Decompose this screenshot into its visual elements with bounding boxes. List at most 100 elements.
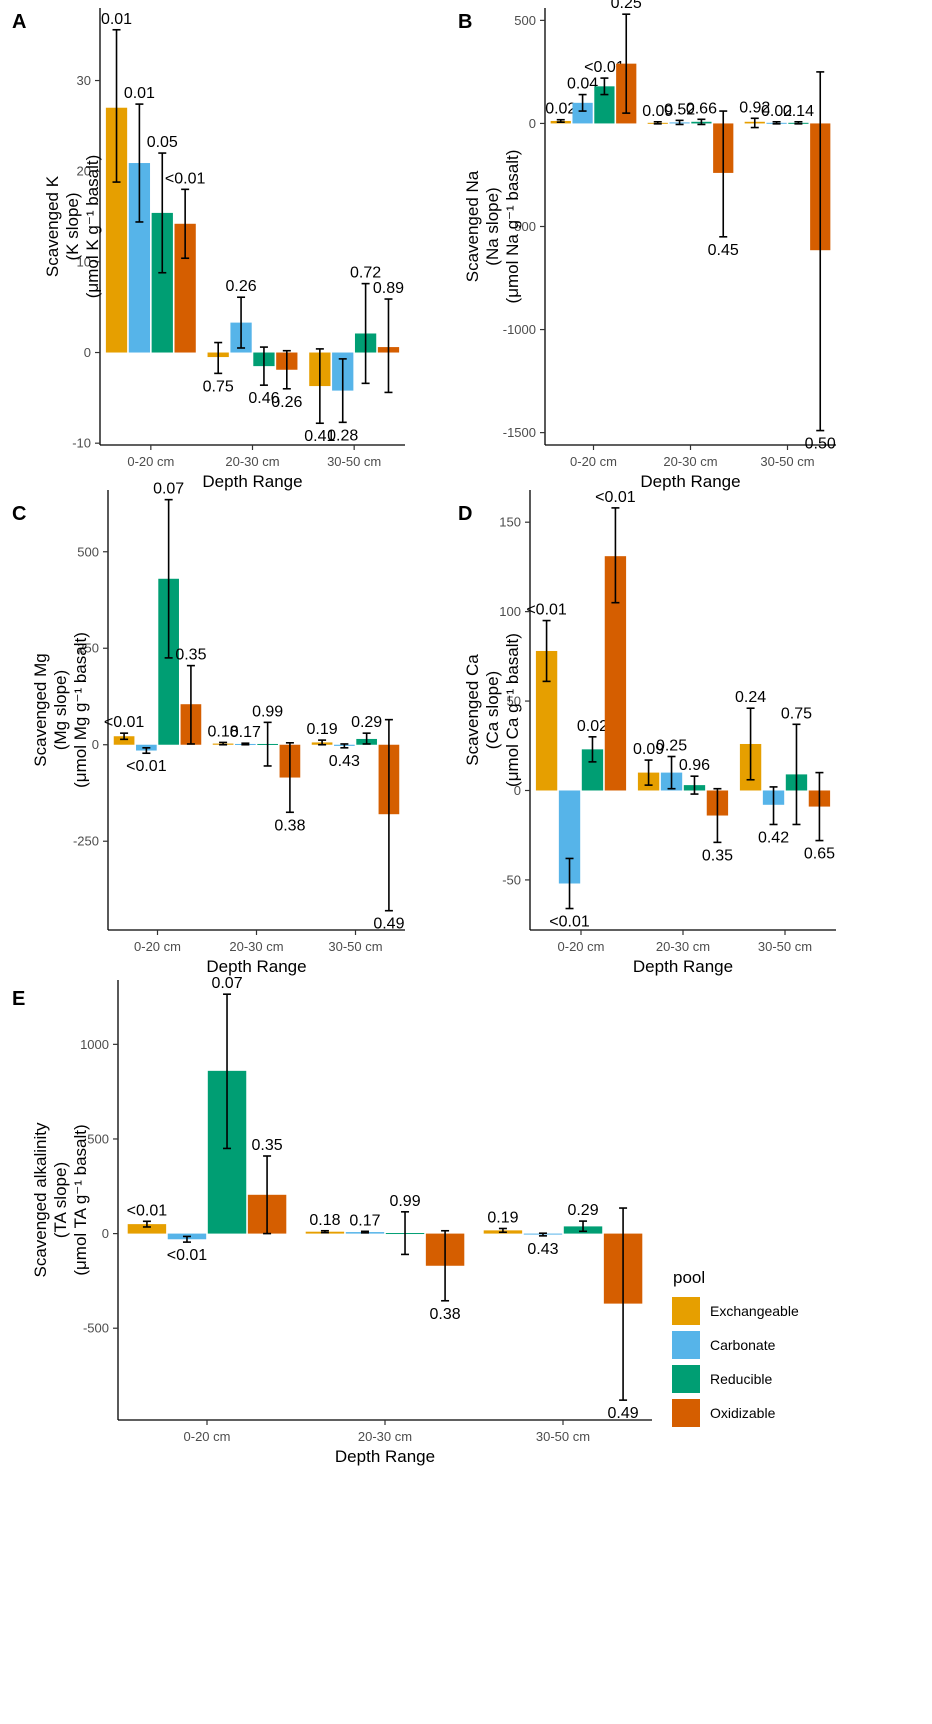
panel-letter-a: A bbox=[12, 11, 26, 33]
panel-letter-e: E bbox=[12, 988, 25, 1010]
data-label-d-reducible-1: 0.02 bbox=[577, 718, 608, 735]
data-label-b-reducible-2: 0.66 bbox=[686, 100, 717, 117]
data-label-a-carbonate-3: 0.28 bbox=[327, 427, 358, 444]
legend-label-exchangeable: Exchangeable bbox=[710, 1303, 799, 1319]
x-tick-label-c: 30-50 cm bbox=[328, 939, 382, 954]
data-label-d-oxidizable-3: 0.65 bbox=[804, 846, 835, 863]
data-label-e-exchangeable-2: 0.18 bbox=[309, 1212, 340, 1229]
data-label-e-carbonate-3: 0.43 bbox=[527, 1241, 558, 1258]
y-tick-label-d: -50 bbox=[502, 872, 521, 887]
error-bar-e-carbonate-1 bbox=[182, 1235, 191, 1243]
error-bar-a-reducible-2 bbox=[259, 346, 268, 386]
y-axis-title-e: Scavenged alkalinity(TA slope)(μmol TA g… bbox=[31, 1122, 90, 1277]
panel-letter-b: B bbox=[458, 11, 472, 33]
data-label-b-carbonate-3: 0.02 bbox=[761, 103, 792, 120]
error-bar-e-exchangeable-2 bbox=[320, 1229, 329, 1234]
data-label-c-oxidizable-1: 0.35 bbox=[175, 647, 206, 664]
error-bar-d-oxidizable-2 bbox=[713, 787, 722, 844]
x-axis-title-d: Depth Range bbox=[633, 957, 733, 976]
data-label-b-oxidizable-1: 0.25 bbox=[611, 0, 642, 12]
error-bar-c-oxidizable-3 bbox=[384, 718, 393, 912]
error-bar-b-carbonate-3 bbox=[772, 120, 781, 125]
error-bar-b-carbonate-2 bbox=[675, 119, 684, 126]
x-tick-label-e: 20-30 cm bbox=[358, 1429, 412, 1444]
y-axis-title-c: Scavenged Mg(Mg slope)(μmol Mg g⁻¹ basal… bbox=[31, 632, 90, 788]
data-label-e-exchangeable-1: <0.01 bbox=[127, 1202, 168, 1219]
error-bar-c-exchangeable-1 bbox=[120, 732, 129, 741]
error-bar-c-exchangeable-3 bbox=[318, 739, 327, 746]
error-bar-e-reducible-2 bbox=[401, 1211, 410, 1256]
y-tick-label-d: 150 bbox=[499, 515, 521, 530]
data-label-b-oxidizable-3: 0.50 bbox=[805, 436, 836, 453]
data-label-c-exchangeable-2: 0.18 bbox=[208, 723, 239, 740]
legend-swatch-exchangeable bbox=[672, 1297, 700, 1325]
y-tick-label-b: -500 bbox=[510, 219, 536, 234]
data-label-d-exchangeable-3: 0.24 bbox=[735, 689, 766, 706]
data-label-a-oxidizable-3: 0.89 bbox=[373, 280, 404, 297]
data-label-a-reducible-2: 0.46 bbox=[248, 390, 279, 407]
data-label-c-carbonate-3: 0.43 bbox=[329, 753, 360, 770]
y-tick-label-e: -500 bbox=[83, 1321, 109, 1336]
y-tick-label-a: 10 bbox=[77, 254, 91, 269]
error-bar-d-oxidizable-1 bbox=[611, 507, 620, 604]
data-label-e-reducible-2: 0.99 bbox=[389, 1193, 420, 1210]
y-tick-label-b: 500 bbox=[514, 13, 536, 28]
data-label-e-oxidizable-3: 0.49 bbox=[608, 1405, 639, 1422]
y-tick-label-a: 30 bbox=[77, 73, 91, 88]
bar-a-exchangeable-1 bbox=[105, 107, 128, 353]
x-tick-label-b: 20-30 cm bbox=[663, 454, 717, 469]
x-tick-label-c: 0-20 cm bbox=[134, 939, 181, 954]
y-axis-title-d: Scavenged Ca(Ca slope)(μmol Ca g⁻¹ basal… bbox=[463, 633, 522, 787]
error-bar-c-reducible-1 bbox=[164, 498, 173, 659]
data-label-e-exchangeable-3: 0.19 bbox=[487, 1209, 518, 1226]
y-tick-label-a: 20 bbox=[77, 164, 91, 179]
x-tick-label-d: 30-50 cm bbox=[758, 939, 812, 954]
bar-d-carbonate-1 bbox=[558, 790, 581, 884]
error-bar-e-exchangeable-3 bbox=[498, 1227, 507, 1234]
data-label-e-reducible-3: 0.29 bbox=[567, 1202, 598, 1219]
x-tick-label-a: 0-20 cm bbox=[127, 454, 174, 469]
bar-d-exchangeable-1 bbox=[535, 650, 558, 791]
data-label-b-oxidizable-2: 0.45 bbox=[708, 242, 739, 259]
data-label-a-oxidizable-1: <0.01 bbox=[165, 170, 206, 187]
error-bar-e-carbonate-3 bbox=[538, 1232, 547, 1237]
data-label-c-oxidizable-3: 0.49 bbox=[373, 916, 404, 933]
legend: pool Exchangeable Carbonate Reducible Ox… bbox=[672, 1268, 799, 1427]
y-tick-label-b: -1500 bbox=[503, 425, 536, 440]
y-tick-label-c: 0 bbox=[92, 737, 99, 752]
error-bar-e-carbonate-2 bbox=[360, 1230, 369, 1234]
data-label-c-reducible-3: 0.29 bbox=[351, 714, 382, 731]
error-bar-b-exchangeable-2 bbox=[653, 120, 662, 125]
bar-c-reducible-1 bbox=[158, 578, 179, 745]
legend-title: pool bbox=[673, 1268, 705, 1287]
data-label-a-exchangeable-3: 0.41 bbox=[304, 428, 335, 445]
y-tick-label-e: 0 bbox=[102, 1226, 109, 1241]
data-label-a-exchangeable-1: 0.01 bbox=[101, 11, 132, 28]
error-bar-e-reducible-3 bbox=[579, 1220, 588, 1233]
panel-letter-c: C bbox=[12, 503, 26, 525]
data-label-e-carbonate-1: <0.01 bbox=[167, 1247, 208, 1264]
error-bar-e-oxidizable-2 bbox=[441, 1229, 450, 1302]
data-label-d-exchangeable-2: 0.09 bbox=[633, 741, 664, 758]
error-bar-b-oxidizable-2 bbox=[719, 110, 728, 238]
error-bar-d-carbonate-3 bbox=[769, 786, 778, 826]
error-bar-a-exchangeable-1 bbox=[112, 28, 121, 183]
x-axis-title-a: Depth Range bbox=[202, 472, 302, 491]
data-label-d-reducible-3: 0.75 bbox=[781, 705, 812, 722]
data-label-b-reducible-1: <0.01 bbox=[584, 59, 625, 76]
y-tick-label-b: -1000 bbox=[503, 322, 536, 337]
panel-b: B 0.02 0.09 0.92 0.04 0.52 0.02 <0.01 0.66 0.14 0.… bbox=[458, 0, 836, 491]
panel-letter-d: D bbox=[458, 503, 472, 525]
legend-label-carbonate: Carbonate bbox=[710, 1337, 776, 1353]
y-tick-label-d: 50 bbox=[507, 694, 521, 709]
error-bar-d-reducible-2 bbox=[690, 775, 699, 795]
data-label-d-oxidizable-2: 0.35 bbox=[702, 847, 733, 864]
x-tick-label-b: 0-20 cm bbox=[570, 454, 617, 469]
x-tick-label-d: 0-20 cm bbox=[558, 939, 605, 954]
x-tick-label-e: 0-20 cm bbox=[184, 1429, 231, 1444]
panel-d: D <0.01 0.09 0.24 <0.01 0.25 0.42 0.02 0.96 0.75 <… bbox=[458, 489, 836, 976]
error-bar-b-reducible-2 bbox=[697, 118, 706, 126]
data-label-e-reducible-1: 0.07 bbox=[211, 975, 242, 992]
error-bar-d-carbonate-2 bbox=[667, 755, 676, 790]
error-bar-a-exchangeable-3 bbox=[315, 348, 324, 425]
